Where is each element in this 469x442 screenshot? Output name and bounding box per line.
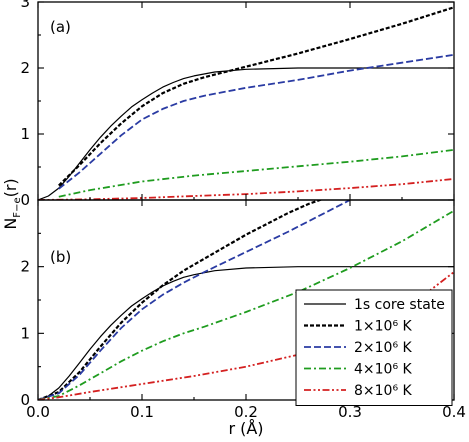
series-line-a-3 — [58, 148, 454, 198]
x-tick-label: 0.2 — [234, 403, 258, 421]
panel-label-a: (a) — [50, 18, 71, 36]
legend-entry: 1s core state — [354, 297, 445, 313]
y-tick-label: 0 — [20, 191, 30, 209]
legend-box — [295, 289, 453, 406]
x-tick-label: 0.3 — [338, 403, 362, 421]
series-line-b-1 — [38, 200, 324, 400]
axes-frame-a — [37, 1, 455, 201]
series-line-a-2 — [58, 53, 454, 190]
y-tick-label: 3 — [20, 0, 30, 11]
y-tick-label: 0 — [20, 391, 30, 409]
x-tick-label: 0.4 — [442, 403, 466, 421]
legend-entry: 2×10⁶ K — [354, 340, 413, 356]
panel-a — [38, 6, 454, 200]
y-tick-label: 2 — [20, 258, 30, 276]
series-line-b-3 — [38, 209, 454, 400]
legend-entry: 1×10⁶ K — [354, 319, 413, 335]
legend-entry: 8×10⁶ K — [354, 383, 413, 399]
y-tick-label: 2 — [20, 59, 30, 77]
y-axis-label: NF−e(r) — [1, 178, 23, 229]
y-tick-label: 1 — [20, 125, 30, 143]
legend-entry: 4×10⁶ K — [354, 362, 413, 378]
series-line-b-2 — [38, 200, 351, 400]
panel-label-b: (b) — [50, 248, 71, 266]
series-line-b-0 — [38, 266, 454, 400]
legend: 1s core state 1×10⁶ K 2×10⁶ K 4×10⁶ K 8×10⁶ … — [295, 289, 453, 406]
axes-frames: 0 1 2 3 (a) 0.0 0.1 0.2 0.3 0.4 0 1 2 (b) — [20, 0, 465, 421]
y-tick-label: 1 — [20, 324, 30, 342]
x-tick-label: 0.1 — [130, 403, 154, 421]
series-line-a-0 — [38, 67, 454, 200]
series-line-a-1 — [58, 6, 454, 187]
x-tick-label: 0.0 — [26, 403, 50, 421]
x-axis-label: r (Å) — [228, 419, 263, 438]
